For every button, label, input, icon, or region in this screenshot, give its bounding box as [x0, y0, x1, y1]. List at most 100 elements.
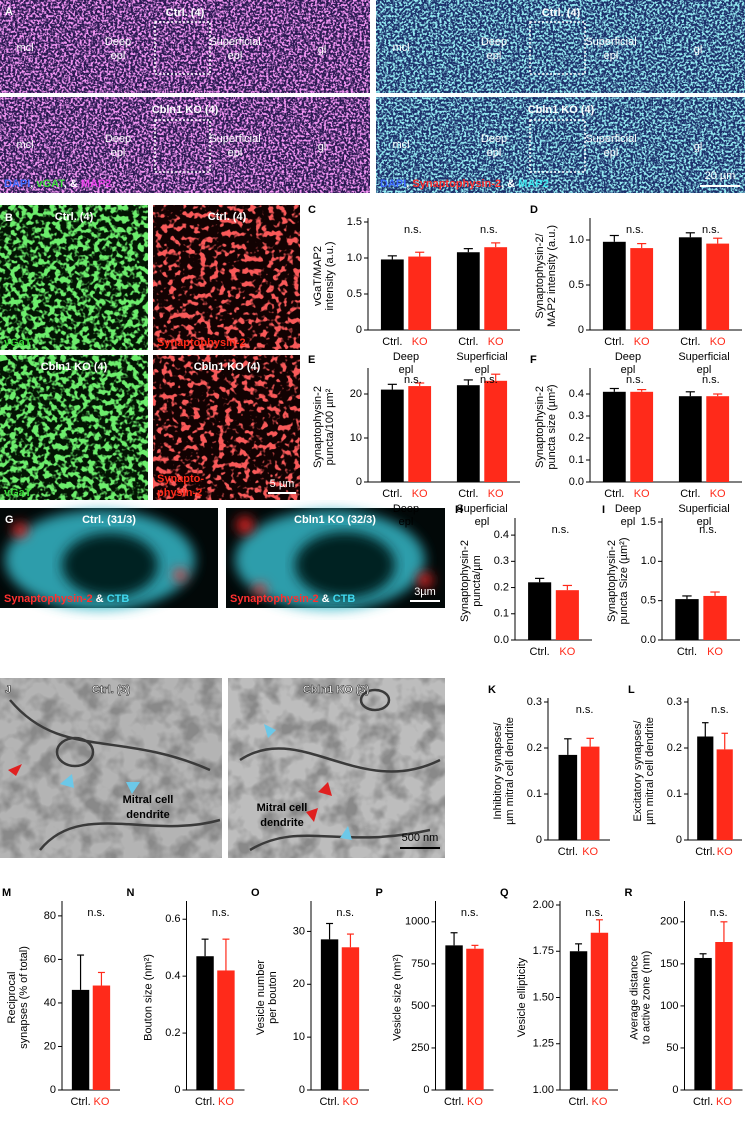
- y-tick-label: 250: [411, 1042, 429, 1054]
- bar: [341, 947, 360, 1090]
- y-tick-label: 2.00: [533, 899, 554, 911]
- panel-label: K: [488, 684, 496, 696]
- x-tick-label: Ctrl.: [444, 1096, 464, 1108]
- decoration: [126, 782, 140, 794]
- decoration: [0, 678, 222, 858]
- region-label: epl: [228, 147, 243, 159]
- y-tick-label: 0.4: [165, 970, 180, 982]
- region-label: epl: [111, 50, 126, 62]
- x-tick-label: KO: [412, 336, 428, 348]
- x-tick-label: KO: [342, 1096, 358, 1108]
- group-label: epl: [399, 364, 414, 376]
- bar: [675, 599, 699, 640]
- y-tick-label: 0.5: [641, 595, 656, 607]
- group-label: Superficial: [456, 351, 507, 363]
- y-axis-label: puncta/100 µm²: [324, 388, 336, 465]
- image-title: Ctrl. (31/3): [82, 514, 136, 526]
- y-tick-label: 1.00: [533, 1084, 554, 1096]
- x-tick-label: Ctrl.: [530, 646, 550, 658]
- group-label: epl: [621, 516, 636, 528]
- x-tick-label: KO: [710, 336, 726, 348]
- x-tick-label: Ctrl.: [382, 336, 402, 348]
- decoration: [8, 764, 22, 776]
- y-tick-label: 0.1: [527, 788, 542, 800]
- decoration: [529, 21, 586, 75]
- x-tick-label: Ctrl.: [568, 1096, 588, 1108]
- panel-label: O: [251, 887, 260, 899]
- bar: [715, 942, 733, 1090]
- x-tick-label: KO: [710, 488, 726, 500]
- legend: Synaptophysin-2 & CTB: [230, 593, 355, 605]
- decoration: [9, 688, 441, 852]
- legend-item: ,: [30, 178, 36, 190]
- region-label: epl: [487, 147, 502, 159]
- panel-a-images: [0, 0, 745, 193]
- decoration: [228, 678, 445, 858]
- decoration: [254, 584, 266, 596]
- y-tick-label: 0.2: [667, 742, 682, 754]
- bar: [569, 951, 588, 1090]
- y-tick-label: 60: [44, 953, 56, 965]
- legend-item: DAPI: [380, 178, 406, 190]
- y-tick-label: 0.1: [667, 788, 682, 800]
- region-label: Superficial: [585, 133, 636, 145]
- image-title: Cbln1 KO (4): [41, 361, 108, 373]
- group-label: epl: [475, 516, 490, 528]
- significance: n.s.: [212, 907, 230, 919]
- bar: [408, 256, 432, 330]
- group-label: epl: [475, 364, 490, 376]
- y-tick-label: 0.6: [165, 913, 180, 925]
- region-label: epl: [487, 50, 502, 62]
- y-tick-label: 10: [293, 1031, 305, 1043]
- y-axis-label: Synaptophysin-2: [312, 386, 324, 468]
- y-axis-label: MAP2 intensity (a.u.): [546, 225, 558, 327]
- y-tick-label: 0.2: [165, 1027, 180, 1039]
- image-title: Ctrl. (4): [542, 7, 581, 19]
- panel-label: M: [2, 887, 11, 899]
- region-label: mcl: [392, 42, 409, 54]
- panel-label: C: [308, 204, 316, 216]
- legend-item: , &: [64, 178, 81, 190]
- decoration: [154, 21, 211, 75]
- x-tick-label: KO: [591, 1096, 607, 1108]
- legend: DAPI, vGAT, & MAP2: [4, 178, 111, 190]
- panel-b-images: [0, 205, 300, 500]
- region-label: Deep: [481, 36, 507, 48]
- panel-label: H: [455, 504, 463, 516]
- decoration: [295, 532, 395, 598]
- y-tick-label: 0: [356, 324, 362, 336]
- y-axis-label: Synaptophysin-2: [606, 540, 618, 622]
- y-tick-label: 0.0: [494, 634, 509, 646]
- legend-item: Synaptophysin-2: [412, 178, 501, 190]
- bar: [580, 746, 600, 840]
- x-tick-label: Ctrl.: [604, 336, 624, 348]
- decoration: [8, 764, 332, 822]
- x-tick-label: KO: [412, 488, 428, 500]
- decoration: [62, 533, 158, 597]
- bar: [590, 932, 609, 1090]
- y-tick-label: 0: [536, 834, 542, 846]
- image-title: Cbln1 KO (32/3): [294, 514, 376, 526]
- y-tick-label: 40: [44, 997, 56, 1009]
- x-tick-label: Ctrl.: [680, 488, 700, 500]
- y-tick-label: 0: [356, 476, 362, 488]
- y-tick-label: 0.1: [494, 608, 509, 620]
- significance: n.s.: [585, 907, 603, 919]
- bar: [558, 754, 578, 840]
- legend-item: CTB: [107, 593, 130, 605]
- significance: n.s.: [702, 374, 720, 386]
- y-tick-label: 0: [672, 1084, 678, 1096]
- y-axis-label: puncta Size (µm²): [618, 537, 630, 624]
- panel-label: N: [127, 887, 135, 899]
- y-tick-label: 1000: [405, 916, 429, 928]
- significance: n.s.: [699, 524, 717, 536]
- y-axis-label: Inhibitory synapses/: [492, 721, 504, 819]
- y-axis-label: vGaT/MAP2: [312, 246, 324, 306]
- stain-label: vGaT: [4, 337, 32, 349]
- region-label: Deep: [481, 133, 507, 145]
- x-tick-label: KO: [467, 1096, 483, 1108]
- image-title: Ctrl. (4): [55, 211, 94, 223]
- panel-label: Q: [500, 887, 509, 899]
- y-tick-label: 0.0: [569, 476, 584, 488]
